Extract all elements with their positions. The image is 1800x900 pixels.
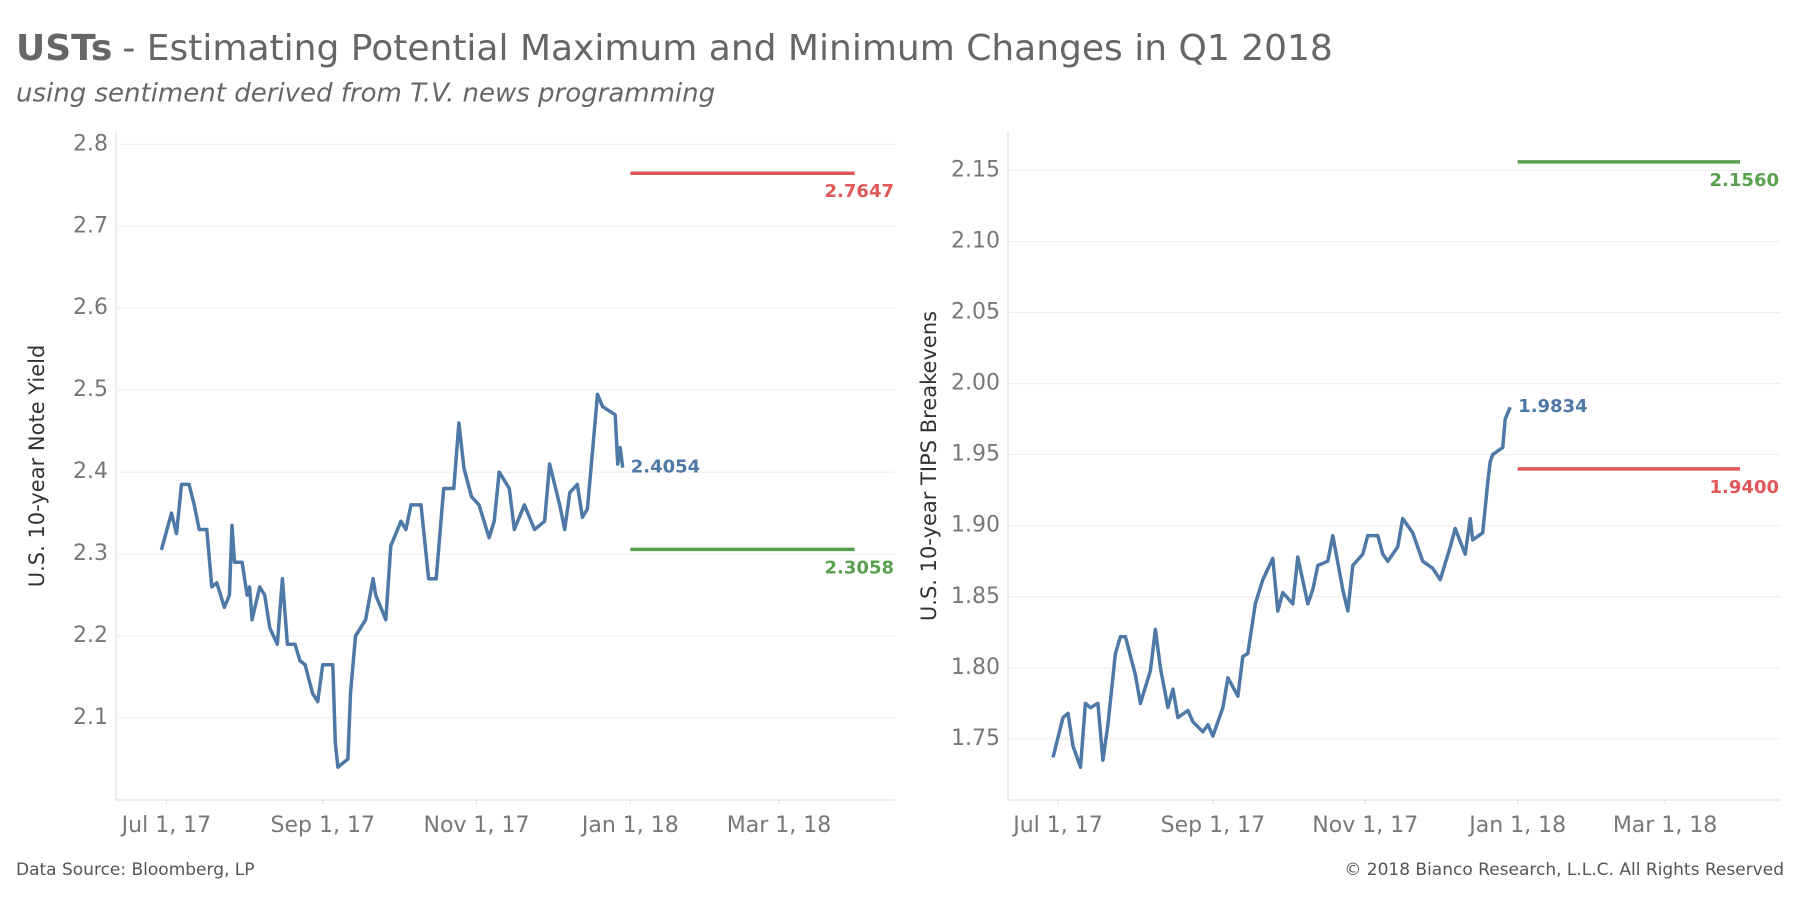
y-tick-label: 2.6 <box>73 295 108 320</box>
y-tick-label: 2.4 <box>73 459 108 484</box>
x-tick-label: Sep 1, 17 <box>271 813 375 838</box>
reference-label: 2.3058 <box>825 557 894 578</box>
x-tick-label: Jul 1, 17 <box>1011 813 1103 838</box>
y-axis-label: U.S. 10-year TIPS Breakevens <box>917 311 941 621</box>
x-tick-label: Mar 1, 18 <box>1613 813 1717 838</box>
y-tick-label: 2.3 <box>73 541 108 566</box>
y-tick-label: 2.5 <box>73 377 108 402</box>
subtitle: using sentiment derived from T.V. news p… <box>16 79 715 109</box>
series-line <box>159 392 625 769</box>
y-tick-label: 2.00 <box>951 371 1000 396</box>
end-value-label: 2.4054 <box>631 457 700 478</box>
y-tick-label: 1.90 <box>951 513 1000 538</box>
title-rest: - Estimating Potential Maximum and Minim… <box>122 28 1332 69</box>
source: Data Source: Bloomberg, LP <box>16 860 255 880</box>
y-tick-label: 2.1 <box>73 705 108 730</box>
y-tick-label: 2.7 <box>73 213 108 238</box>
x-tick-label: Mar 1, 18 <box>727 813 831 838</box>
y-tick-label: 1.85 <box>951 584 1000 609</box>
y-tick-label: 2.15 <box>951 157 1000 182</box>
y-tick-label: 2.10 <box>951 228 1000 253</box>
series-line <box>1051 406 1512 770</box>
y-axis-label: U.S. 10-year Note Yield <box>25 345 49 588</box>
title: USTs - Estimating Potential Maximum and M… <box>16 28 1333 69</box>
end-value-label: 1.9834 <box>1518 396 1587 417</box>
y-tick-label: 1.95 <box>951 442 1000 467</box>
x-tick-label: Nov 1, 17 <box>424 813 530 838</box>
y-tick-label: 1.75 <box>951 726 1000 751</box>
reference-label: 1.9400 <box>1710 477 1779 498</box>
y-tick-label: 2.8 <box>73 131 108 156</box>
x-tick-label: Nov 1, 17 <box>1312 813 1418 838</box>
reference-label: 2.1560 <box>1710 170 1779 191</box>
reference-label: 2.7647 <box>825 181 894 202</box>
y-tick-label: 1.80 <box>951 655 1000 680</box>
y-tick-label: 2.2 <box>73 623 108 648</box>
x-tick-label: Jan 1, 18 <box>1467 813 1566 838</box>
y-tick-label: 2.05 <box>951 300 1000 325</box>
title-lead: USTs <box>16 28 112 69</box>
copyright: © 2018 Bianco Research, L.L.C. All Right… <box>1344 860 1784 880</box>
x-tick-label: Sep 1, 17 <box>1161 813 1265 838</box>
x-tick-label: Jul 1, 17 <box>120 813 212 838</box>
x-tick-label: Jan 1, 18 <box>580 813 679 838</box>
